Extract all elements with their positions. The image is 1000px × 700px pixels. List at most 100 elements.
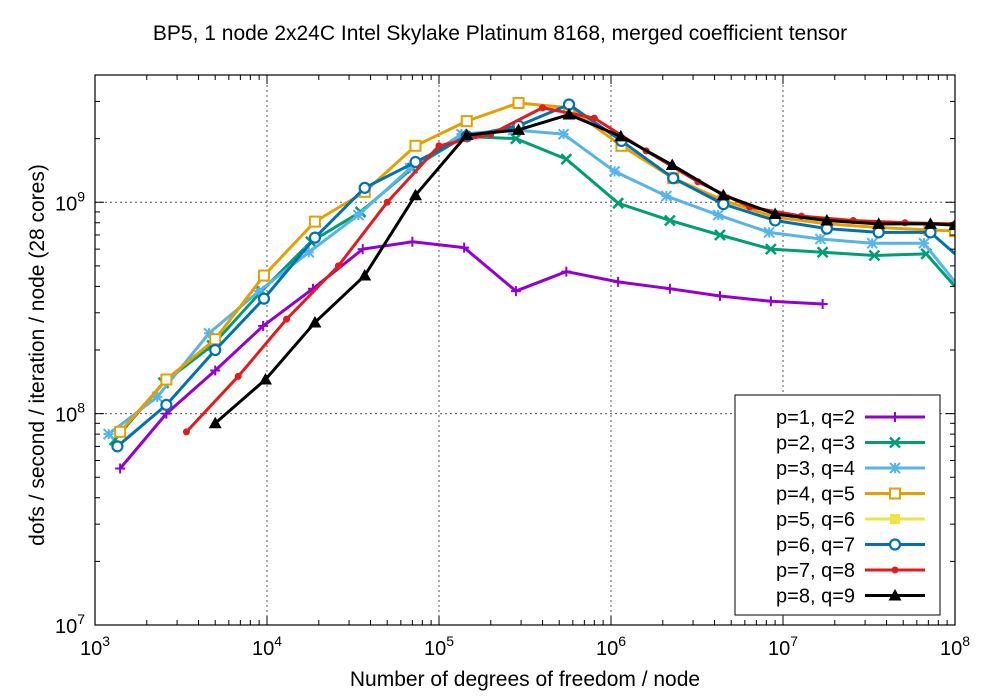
legend-marker <box>889 487 901 500</box>
data-point <box>182 428 190 436</box>
data-point <box>560 153 573 165</box>
data-point <box>613 276 624 287</box>
x-tick-label: 106 <box>596 633 626 660</box>
legend: p=1, q=2 p=2, q=3 p=3, q=4 p=4, q=5 p=5, q=6… <box>734 394 941 616</box>
series-3 <box>102 124 955 440</box>
data-point <box>210 365 221 376</box>
series-layer <box>102 96 955 474</box>
data-point <box>209 333 222 346</box>
legend-swatch <box>865 436 925 449</box>
x-tick-base: 10 <box>252 638 274 660</box>
y-axis-label: dofs / second / iteration / node (28 cor… <box>26 164 49 546</box>
data-point <box>717 198 730 211</box>
x-tick-exponent: 4 <box>274 633 282 649</box>
x-tick-label: 104 <box>252 633 282 660</box>
data-point <box>868 249 881 262</box>
data-point <box>409 139 422 152</box>
data-point <box>408 188 422 201</box>
y-tick-base: 10 <box>55 616 77 638</box>
data-point <box>160 398 173 411</box>
series-line <box>118 240 823 470</box>
x-tick-base: 10 <box>768 638 790 660</box>
data-point <box>664 214 676 227</box>
data-point <box>102 428 115 440</box>
legend-label: p=2, q=3 <box>776 433 855 455</box>
legend-swatch <box>865 514 925 524</box>
x-tick-base: 10 <box>424 638 446 660</box>
x-tick-exponent: 5 <box>446 633 454 649</box>
chart-title: BP5, 1 node 2x24C Intel Skylake Platinum… <box>152 22 848 45</box>
y-tick-label: 107 <box>55 611 85 638</box>
data-point <box>404 162 416 174</box>
data-point <box>358 269 372 281</box>
legend-box <box>734 394 941 616</box>
legend-swatch <box>865 566 925 574</box>
legend-label: p=8, q=9 <box>776 586 855 608</box>
data-point <box>160 373 173 386</box>
series-line <box>119 101 955 433</box>
data-point <box>203 327 215 339</box>
data-point <box>866 237 878 249</box>
data-point <box>764 243 777 256</box>
data-point <box>948 218 955 231</box>
series-6 <box>111 98 955 453</box>
data-point <box>872 217 886 229</box>
y-tick-exponent: 9 <box>77 188 85 204</box>
legend-swatch <box>865 538 925 551</box>
data-point <box>817 299 828 310</box>
data-point <box>712 209 724 221</box>
data-point <box>258 320 269 331</box>
data-point <box>512 123 526 135</box>
data-point <box>308 315 322 328</box>
data-point <box>409 155 422 169</box>
y-tick-base: 10 <box>55 405 77 427</box>
x-tick-label: 103 <box>80 633 110 660</box>
data-point <box>614 129 628 142</box>
legend-marker <box>889 436 901 449</box>
series-line <box>113 134 955 442</box>
x-tick-exponent: 3 <box>102 633 110 649</box>
data-point <box>510 132 522 145</box>
legend-swatch <box>865 412 925 422</box>
legend-marker <box>889 462 901 474</box>
legend-marker <box>888 589 902 601</box>
data-point <box>253 285 265 297</box>
data-point <box>510 286 521 297</box>
data-point <box>667 172 680 185</box>
data-point <box>512 96 525 109</box>
data-point <box>562 108 576 120</box>
data-point <box>714 229 726 241</box>
legend-label: p=4, q=5 <box>776 484 855 506</box>
x-tick-base: 10 <box>80 638 102 660</box>
data-point <box>814 233 827 245</box>
data-point <box>407 236 418 247</box>
series-1 <box>115 236 828 474</box>
legend-marker <box>891 566 899 574</box>
data-point <box>561 266 572 277</box>
data-point <box>716 188 730 201</box>
data-point <box>612 197 625 210</box>
data-point <box>539 104 547 112</box>
x-tick-exponent: 6 <box>618 633 626 649</box>
y-tick-exponent: 7 <box>77 611 85 627</box>
x-tick-base: 10 <box>596 638 618 660</box>
data-point <box>258 373 272 385</box>
legend-marker <box>888 538 902 551</box>
data-point <box>820 213 834 226</box>
data-point <box>111 440 124 453</box>
data-point <box>665 158 679 171</box>
legend-label: p=3, q=4 <box>776 458 855 480</box>
y-tick-base: 10 <box>55 193 77 215</box>
data-point <box>303 246 315 258</box>
data-point <box>459 242 470 253</box>
data-point <box>768 207 782 219</box>
data-point <box>308 231 322 244</box>
data-point <box>357 244 368 255</box>
data-point <box>590 114 598 122</box>
data-point <box>358 181 371 194</box>
legend-label: p=1, q=2 <box>776 407 855 429</box>
legend-label: p=7, q=8 <box>776 560 855 582</box>
data-point <box>460 115 473 128</box>
data-point <box>918 237 930 249</box>
